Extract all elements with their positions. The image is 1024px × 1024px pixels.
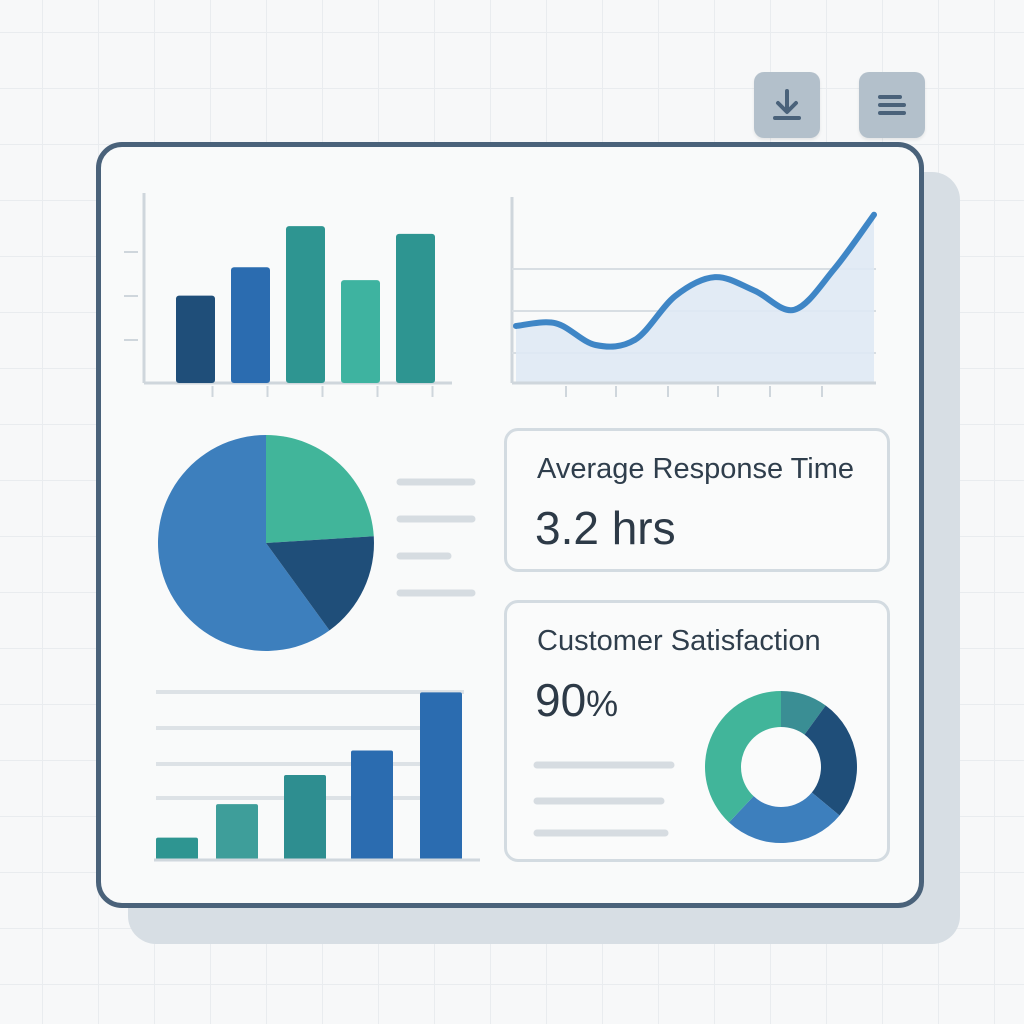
satisfaction-card: Customer Satisfaction 90% [504, 600, 890, 862]
download-button[interactable] [754, 72, 820, 138]
bar [231, 267, 270, 383]
satisfaction-title: Customer Satisfaction [537, 625, 821, 657]
line-chart [510, 197, 877, 397]
area-fill [516, 214, 874, 383]
donut-slice [804, 705, 857, 816]
menu-button[interactable] [859, 72, 925, 138]
donut-slice [781, 691, 826, 735]
bar-chart-bottom [154, 690, 480, 862]
response-time-title: Average Response Time [537, 453, 855, 485]
satisfaction-text-lines [533, 761, 675, 837]
bar [176, 295, 215, 383]
bar [396, 233, 435, 383]
download-icon [773, 89, 801, 120]
series-line [513, 211, 877, 350]
bar [156, 837, 198, 860]
bar [341, 280, 380, 383]
bar [286, 226, 325, 383]
satisfaction-unit: % [586, 683, 619, 724]
pie-slice [266, 435, 374, 543]
donut-slice [728, 792, 840, 843]
menu-icon [878, 95, 906, 115]
satisfaction-value-wrap: 90% [535, 673, 618, 727]
satisfaction-value: 90 [535, 674, 587, 726]
pie-slice [157, 435, 330, 651]
pie-chart [157, 435, 476, 651]
bar [216, 804, 258, 860]
donut-slice [705, 691, 781, 823]
donut-chart [705, 691, 857, 843]
bar-chart-top [124, 193, 452, 397]
pie-slice [266, 536, 374, 631]
bar [420, 692, 462, 860]
response-time-value: 3.2 hrs [535, 502, 676, 554]
response-time-card: Average Response Time 3.2 hrs [504, 428, 890, 572]
bar [351, 750, 393, 860]
bar [284, 775, 326, 860]
